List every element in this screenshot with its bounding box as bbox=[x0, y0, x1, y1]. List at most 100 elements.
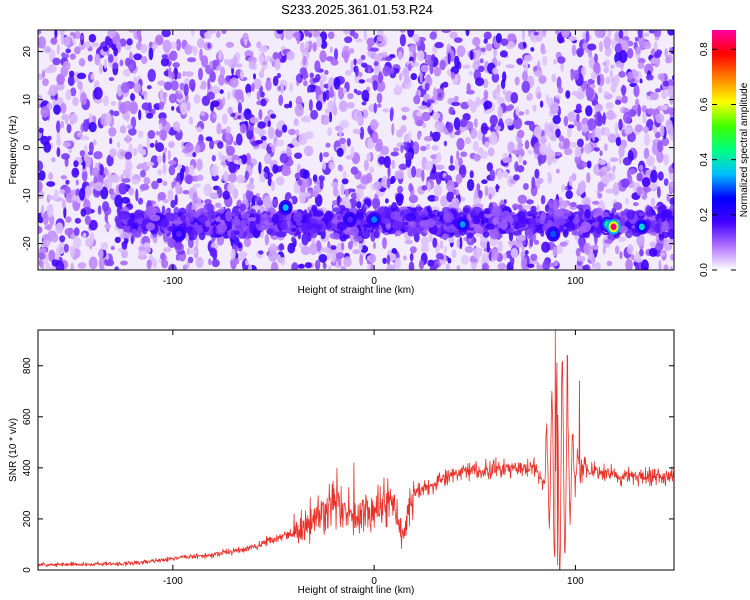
heatmap-cell bbox=[654, 223, 661, 234]
heatmap-cell bbox=[561, 184, 566, 192]
heatmap-cell bbox=[155, 34, 164, 46]
heatmap-cell bbox=[60, 175, 67, 180]
heatmap-cell bbox=[572, 217, 578, 225]
heatmap-cell bbox=[232, 54, 238, 67]
heatmap-cell bbox=[73, 160, 79, 168]
heatmap-cell bbox=[491, 249, 499, 261]
heatmap-cell bbox=[657, 171, 664, 181]
heatmap-cell bbox=[569, 141, 577, 148]
heatmap-cell bbox=[316, 220, 325, 225]
heatmap-cell bbox=[281, 168, 291, 177]
heatmap-cell bbox=[642, 111, 647, 124]
heatmap-cell bbox=[400, 124, 407, 134]
heatmap-cell bbox=[366, 37, 376, 47]
heatmap-cell bbox=[407, 30, 415, 38]
heatmap-cell bbox=[556, 76, 562, 90]
heatmap-cell bbox=[524, 250, 529, 255]
heatmap-cell bbox=[643, 147, 650, 160]
heatmap-cell bbox=[476, 183, 481, 192]
heatmap-cell bbox=[635, 47, 641, 55]
heatmap-cell bbox=[295, 129, 300, 137]
heatmap-cell bbox=[357, 116, 364, 126]
heatmap-cell bbox=[611, 207, 617, 214]
heatmap-cell bbox=[210, 214, 217, 219]
heatmap-cell bbox=[102, 46, 109, 52]
heatmap-cell bbox=[171, 71, 175, 80]
heatmap-cell bbox=[225, 41, 235, 48]
heatmap-cell bbox=[377, 206, 386, 218]
heatmap-cell bbox=[553, 209, 565, 217]
heatmap-cell bbox=[658, 259, 662, 270]
heatmap-cell bbox=[607, 32, 612, 37]
heatmap-cell bbox=[373, 241, 376, 250]
heatmap-cell bbox=[597, 171, 607, 177]
heatmap-cell bbox=[393, 147, 400, 152]
heatmap-cell bbox=[489, 114, 498, 126]
heatmap-cell bbox=[369, 166, 375, 173]
heatmap-cell bbox=[454, 55, 460, 68]
heatmap-cell bbox=[534, 70, 543, 77]
heatmap-cell bbox=[636, 186, 644, 196]
heatmap-cell bbox=[442, 211, 454, 223]
heatmap-cell bbox=[439, 240, 444, 250]
heatmap-cell bbox=[643, 41, 652, 50]
heatmap-cell bbox=[534, 168, 540, 179]
heatmap-cell bbox=[295, 95, 303, 107]
heatmap-cell bbox=[432, 87, 438, 100]
heatmap-cell bbox=[516, 165, 525, 173]
heatmap-cell bbox=[93, 98, 102, 104]
heatmap-cell bbox=[637, 104, 641, 117]
snr-y-ticks: 0 200 400 600 800 bbox=[22, 357, 674, 573]
heatmap-cell bbox=[264, 234, 270, 246]
heatmap-cell bbox=[454, 131, 461, 136]
heatmap-cell bbox=[195, 256, 204, 268]
heatmap-cell bbox=[547, 142, 551, 153]
heatmap-cell bbox=[168, 141, 175, 149]
snr-x-axis-label: Height of straight line (km) bbox=[298, 585, 415, 596]
heatmap-cell bbox=[426, 143, 430, 150]
heatmap-cell bbox=[192, 192, 198, 205]
heatmap-cell bbox=[599, 150, 603, 157]
heatmap-cell bbox=[249, 222, 255, 234]
heatmap-cell bbox=[160, 218, 170, 228]
heatmap-cell bbox=[99, 63, 103, 74]
heatmap-cell bbox=[223, 58, 230, 65]
heatmap-cell bbox=[222, 113, 228, 125]
heatmap-cell bbox=[597, 215, 603, 222]
heatmap-cell bbox=[669, 203, 674, 213]
heatmap-cell bbox=[192, 46, 198, 56]
heatmap-cell bbox=[428, 232, 433, 242]
heatmap-cell bbox=[597, 192, 603, 199]
heatmap-cell bbox=[501, 171, 509, 178]
heatmap-cell bbox=[101, 97, 109, 103]
heatmap-cell bbox=[169, 50, 178, 61]
heatmap-cell bbox=[65, 48, 71, 54]
heatmap-cell bbox=[64, 228, 74, 236]
heatmap-cell bbox=[441, 30, 451, 34]
heatmap-cell bbox=[456, 238, 460, 248]
heatmap-cell bbox=[267, 126, 275, 139]
heatmap-cell bbox=[59, 235, 66, 243]
heatmap-cell bbox=[556, 151, 562, 157]
heatmap-cell bbox=[545, 132, 553, 137]
heatmap-cell bbox=[209, 192, 219, 200]
heatmap-cell bbox=[182, 190, 190, 195]
heatmap-cell bbox=[196, 174, 204, 182]
heatmap-cell bbox=[264, 153, 272, 165]
heatmap-cell bbox=[473, 247, 482, 259]
heatmap-cell bbox=[527, 263, 535, 268]
heatmap-cell bbox=[634, 124, 644, 133]
heatmap-cell bbox=[163, 247, 172, 253]
heatmap-cell bbox=[466, 232, 474, 239]
heatmap-cell bbox=[104, 167, 108, 174]
heatmap-cell bbox=[122, 112, 130, 121]
heatmap-cell bbox=[597, 181, 605, 192]
heatmap-cell bbox=[312, 210, 324, 217]
heatmap-cell bbox=[395, 229, 402, 237]
heatmap-cell bbox=[169, 41, 177, 50]
heatmap-cell bbox=[104, 35, 111, 46]
figure-title: S233.2025.361.01.53.R24 bbox=[281, 2, 433, 17]
heatmap-cell bbox=[233, 159, 239, 164]
heatmap-cell bbox=[654, 131, 661, 139]
heatmap-cell bbox=[358, 79, 366, 84]
